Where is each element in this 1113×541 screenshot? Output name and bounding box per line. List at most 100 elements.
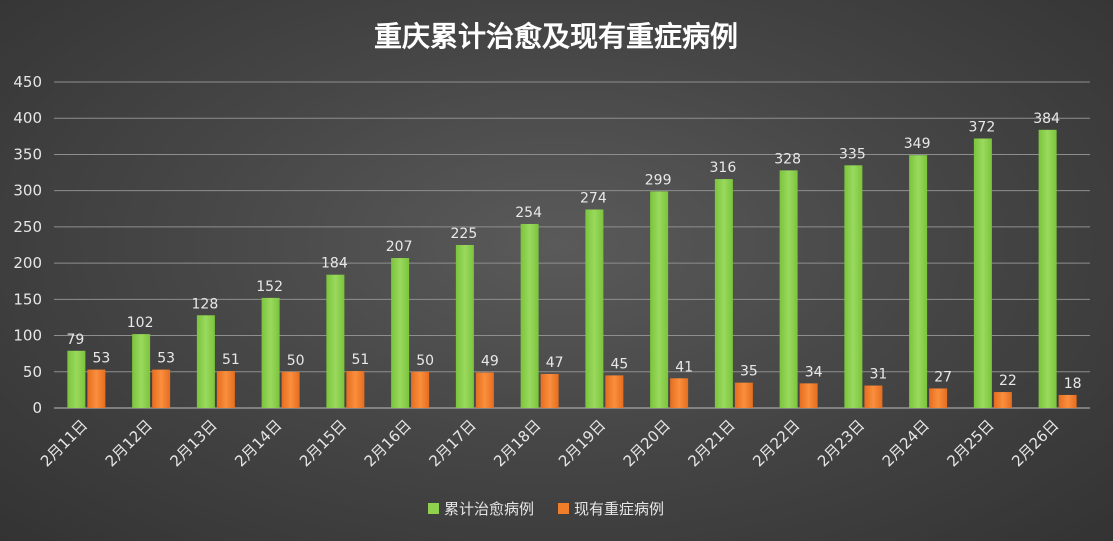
bar-cured [326, 274, 345, 408]
y-tick-label: 350 [13, 145, 42, 163]
data-label-severe: 31 [869, 367, 887, 383]
data-label-cured: 299 [645, 172, 672, 188]
bar-cured [1038, 129, 1057, 408]
data-label-cured: 79 [66, 332, 84, 348]
x-tick-label: 2月20日 [620, 416, 674, 470]
data-label-severe: 41 [675, 359, 693, 375]
data-label-cured: 128 [192, 296, 219, 312]
y-tick-label: 300 [13, 182, 42, 200]
x-tick-label: 2月22日 [749, 416, 803, 470]
y-axis: 0 50 100 150 200 250 300 350 400 450 [13, 73, 42, 417]
legend: 累计治愈病例 现有重症病例 [428, 500, 664, 518]
data-label-severe: 50 [416, 353, 434, 369]
legend-swatch-cured [428, 503, 439, 514]
data-label-cured: 316 [710, 160, 737, 176]
bar-cured [779, 170, 798, 408]
bar-cured [520, 223, 539, 408]
bar-cured [391, 258, 410, 408]
bar-severe [540, 373, 559, 408]
x-tick-label: 2月19日 [555, 416, 609, 470]
bar-severe [281, 371, 300, 408]
data-label-severe: 35 [740, 364, 758, 380]
bar-cured [261, 297, 280, 408]
data-label-cured: 328 [774, 151, 801, 167]
bar-severe [411, 371, 430, 408]
bar-severe [734, 382, 753, 408]
x-tick-label: 2月25日 [944, 416, 998, 470]
data-label-cured: 102 [127, 315, 154, 331]
x-tick-label: 2月13日 [167, 416, 221, 470]
x-tick-label: 2月14日 [231, 416, 285, 470]
data-label-severe: 22 [999, 373, 1017, 389]
data-label-severe: 47 [546, 355, 564, 371]
x-tick-label: 2月18日 [490, 416, 544, 470]
bar-cured [455, 245, 474, 408]
data-labels: 79 53 102 53 128 51 152 50 184 51 207 50 225 49 254 47 2… [66, 111, 1081, 392]
bars [67, 129, 1077, 409]
bar-severe [799, 383, 818, 408]
data-label-cured: 152 [256, 279, 283, 295]
bar-severe [87, 369, 106, 408]
x-tick-label: 2月12日 [102, 416, 156, 470]
bar-cured [196, 315, 215, 408]
y-tick-label: 100 [13, 327, 42, 345]
y-tick-label: 450 [13, 73, 42, 91]
bar-cured [132, 334, 151, 408]
bar-cured [973, 138, 992, 409]
bar-cured [844, 165, 863, 408]
data-label-severe: 50 [287, 353, 305, 369]
x-tick-label: 2月26日 [1008, 416, 1062, 470]
data-label-severe: 53 [157, 351, 175, 367]
legend-swatch-severe [558, 503, 569, 514]
bar-severe [475, 372, 494, 408]
bar-cured [650, 191, 669, 408]
data-label-cured: 335 [839, 146, 866, 162]
data-label-severe: 53 [92, 351, 110, 367]
y-tick-label: 400 [13, 109, 42, 127]
data-label-severe: 27 [934, 369, 952, 385]
y-tick-label: 250 [13, 218, 42, 236]
bar-cured [585, 209, 604, 408]
data-label-severe: 34 [805, 364, 823, 380]
legend-label-cured: 累计治愈病例 [444, 500, 534, 518]
data-label-cured: 184 [321, 256, 348, 272]
bar-severe [216, 371, 235, 408]
bar-severe [346, 371, 365, 408]
data-label-severe: 51 [351, 352, 369, 368]
bar-severe [929, 388, 948, 408]
legend-label-severe: 现有重症病例 [574, 500, 664, 518]
x-tick-label: 2月11日 [37, 416, 91, 470]
bar-severe [993, 392, 1012, 408]
data-label-cured: 225 [451, 226, 478, 242]
bar-cured [67, 350, 86, 408]
data-label-severe: 18 [1064, 376, 1082, 392]
x-tick-label: 2月24日 [879, 416, 933, 470]
data-label-cured: 274 [580, 191, 607, 207]
x-tick-label: 2月23日 [814, 416, 868, 470]
data-label-severe: 49 [481, 354, 499, 370]
x-tick-label: 2月17日 [426, 416, 480, 470]
data-label-cured: 384 [1033, 111, 1060, 127]
data-label-cured: 372 [969, 120, 996, 136]
bar-severe [864, 385, 883, 408]
x-tick-label: 2月16日 [361, 416, 415, 470]
bar-cured [909, 155, 928, 408]
data-label-severe: 45 [610, 356, 628, 372]
x-axis: 2月11日 2月12日 2月13日 2月14日 2月15日 2月16日 2月17日 2月18日… [37, 416, 1062, 470]
data-label-cured: 207 [386, 239, 413, 255]
y-tick-label: 150 [13, 290, 42, 308]
data-label-cured: 349 [904, 136, 931, 152]
data-label-severe: 51 [222, 352, 240, 368]
bar-severe [670, 378, 689, 408]
bar-severe [605, 375, 624, 408]
y-tick-label: 0 [32, 399, 42, 417]
y-tick-label: 200 [13, 254, 42, 272]
bar-severe [1058, 394, 1077, 408]
x-tick-label: 2月21日 [685, 416, 739, 470]
x-tick-label: 2月15日 [296, 416, 350, 470]
bar-cured [714, 179, 733, 408]
data-label-cured: 254 [515, 205, 542, 221]
bar-severe [152, 369, 171, 408]
